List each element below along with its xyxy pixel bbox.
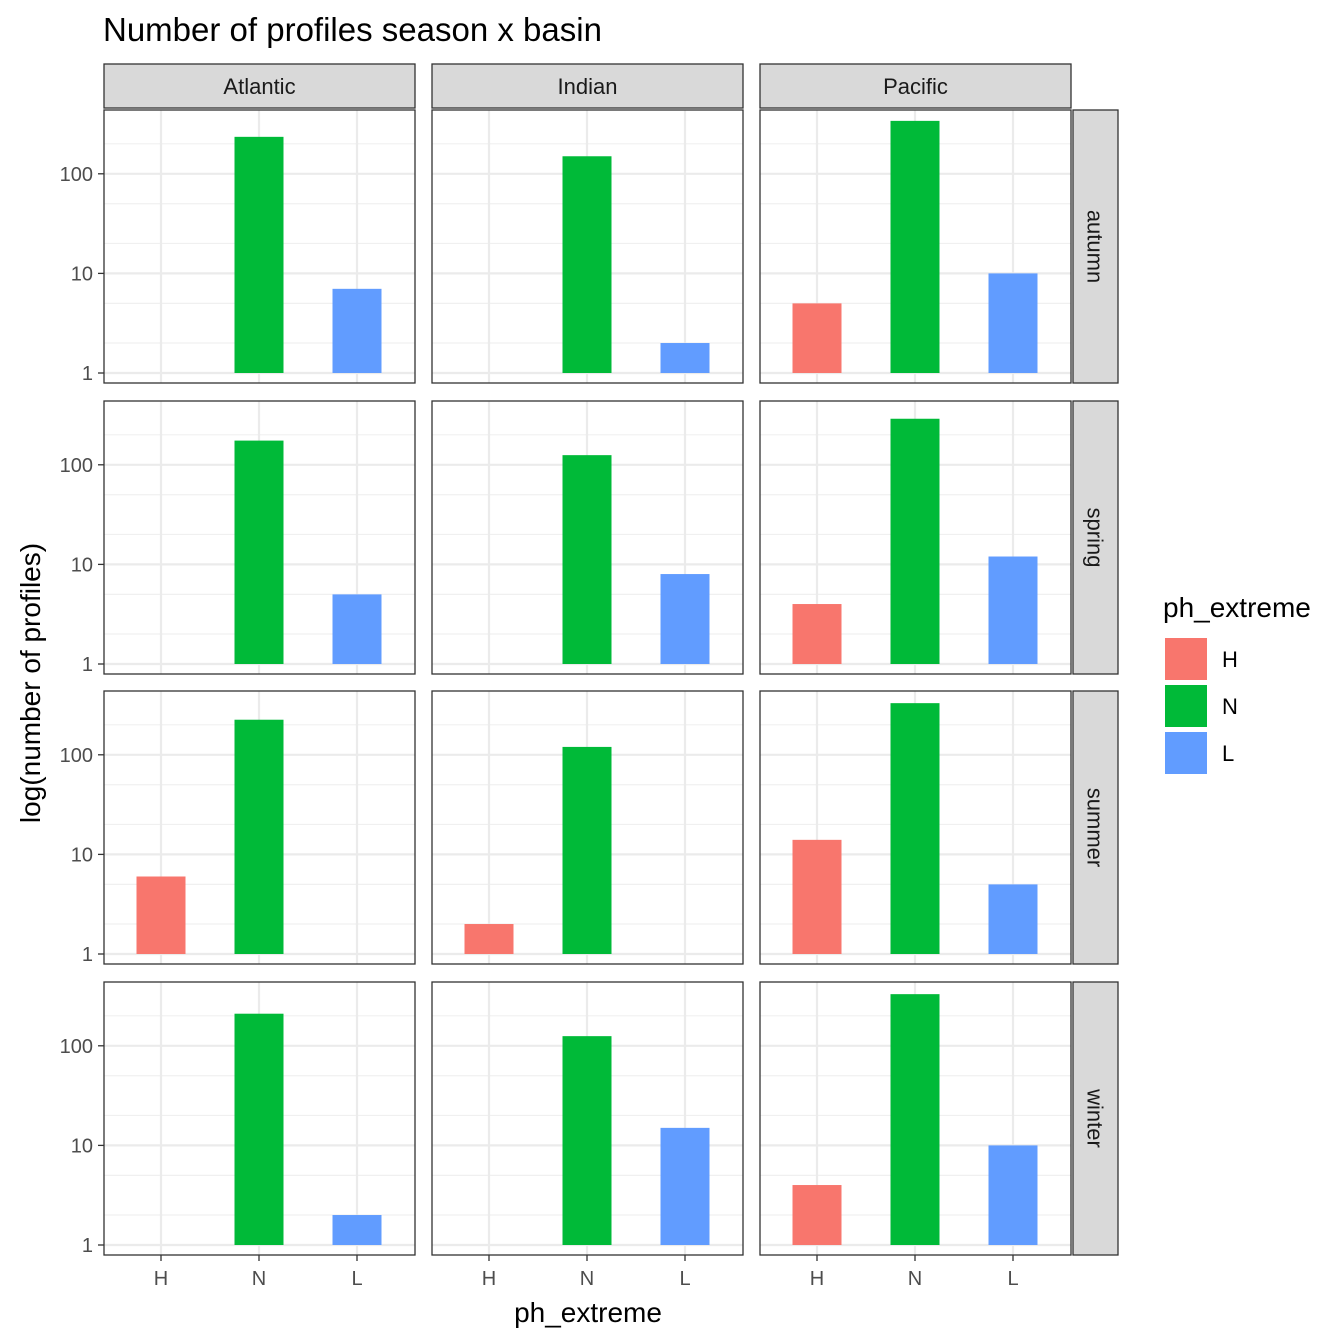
column-strip-label: Pacific (883, 74, 948, 99)
legend-key-H (1165, 638, 1207, 680)
legend-label: H (1222, 647, 1238, 672)
y-tick-label: 10 (71, 263, 93, 285)
bar-N (234, 719, 284, 954)
bar-N (562, 746, 612, 954)
y-tick-label: 100 (60, 745, 93, 767)
column-strip-indian: Indian (431, 63, 744, 109)
panel-border (431, 400, 744, 675)
bar-H (792, 839, 842, 954)
facet-grid: Atlantic Indian Pacific autumn spring summer w… (60, 63, 1119, 1290)
row-strip-label: spring (1083, 508, 1108, 568)
bar-N (562, 455, 612, 664)
bar-H (136, 876, 186, 954)
column-strip-label: Indian (558, 74, 618, 99)
row-strip-label: summer (1083, 788, 1108, 867)
x-tick-label: N (252, 1268, 266, 1290)
y-tick-label: 10 (71, 1135, 93, 1157)
bar-H (792, 303, 842, 373)
bar-L (332, 594, 382, 664)
bar-N (234, 1013, 284, 1245)
legend-title: ph_extreme (1163, 592, 1311, 623)
bar-N (234, 440, 284, 664)
y-tick-label: 1 (82, 654, 93, 676)
panel-atlantic-spring (103, 400, 416, 675)
x-tick-label: L (351, 1268, 362, 1290)
panel-pacific-spring (759, 400, 1072, 675)
row-strip-winter: winter (1072, 981, 1119, 1256)
panel-border (103, 690, 416, 965)
bar-L (988, 273, 1038, 373)
chart-title: Number of profiles season x basin (103, 11, 602, 48)
bar-N (562, 156, 612, 373)
x-tick-label: H (154, 1268, 168, 1290)
panel-indian-spring (431, 400, 744, 675)
bar-N (890, 120, 940, 373)
panel-atlantic-autumn (103, 109, 416, 384)
panel-pacific-summer (759, 690, 1072, 965)
bar-N (890, 703, 940, 954)
y-tick-label: 10 (71, 844, 93, 866)
legend-label: N (1222, 694, 1238, 719)
panel-atlantic-winter (103, 981, 416, 1256)
legend: ph_extreme HNL (1163, 592, 1311, 774)
x-tick-label: H (482, 1268, 496, 1290)
panel-border (759, 690, 1072, 965)
bar-L (988, 556, 1038, 664)
bar-L (332, 1215, 382, 1245)
bar-H (792, 604, 842, 664)
bar-H (792, 1185, 842, 1245)
bar-H (464, 924, 514, 954)
row-strip-spring: spring (1072, 400, 1119, 675)
panel-indian-summer (431, 690, 744, 965)
panel-border (759, 400, 1072, 675)
x-tick-label: L (679, 1268, 690, 1290)
bar-L (332, 288, 382, 373)
panel-indian-winter (431, 981, 744, 1256)
column-strip-label: Atlantic (223, 74, 295, 99)
x-tick-label: L (1007, 1268, 1018, 1290)
bar-N (890, 994, 940, 1245)
legend-key-N (1165, 685, 1207, 727)
row-strip-autumn: autumn (1072, 109, 1119, 384)
bar-L (988, 884, 1038, 954)
legend-label: L (1222, 741, 1234, 766)
bar-N (562, 1036, 612, 1245)
panel-border (103, 400, 416, 675)
panel-indian-autumn (431, 109, 744, 384)
y-tick-label: 100 (60, 455, 93, 477)
y-tick-label: 1 (82, 944, 93, 966)
bar-L (660, 343, 710, 373)
bar-L (660, 574, 710, 664)
y-tick-label: 10 (71, 554, 93, 576)
column-strip-pacific: Pacific (759, 63, 1072, 109)
x-axis-title: ph_extreme (514, 1297, 662, 1328)
y-tick-label: 1 (82, 363, 93, 385)
column-strip-atlantic: Atlantic (103, 63, 416, 109)
panel-border (759, 109, 1072, 384)
x-tick-label: N (580, 1268, 594, 1290)
row-strip-label: winter (1083, 1088, 1108, 1148)
bar-N (890, 418, 940, 664)
bar-N (234, 136, 284, 373)
panel-border (103, 109, 416, 384)
panel-pacific-winter (759, 981, 1072, 1256)
bar-L (660, 1127, 710, 1245)
x-tick-label: N (908, 1268, 922, 1290)
legend-key-L (1165, 732, 1207, 774)
y-axis-title: log(number of profiles) (15, 543, 46, 823)
bar-L (988, 1145, 1038, 1245)
row-strip-summer: summer (1072, 690, 1119, 965)
panel-border (431, 109, 744, 384)
y-tick-label: 100 (60, 1036, 93, 1058)
x-tick-label: H (810, 1268, 824, 1290)
panel-pacific-autumn (759, 109, 1072, 384)
panel-border (431, 690, 744, 965)
panel-atlantic-summer (103, 690, 416, 965)
y-tick-label: 1 (82, 1235, 93, 1257)
row-strip-label: autumn (1083, 210, 1108, 283)
y-tick-label: 100 (60, 164, 93, 186)
